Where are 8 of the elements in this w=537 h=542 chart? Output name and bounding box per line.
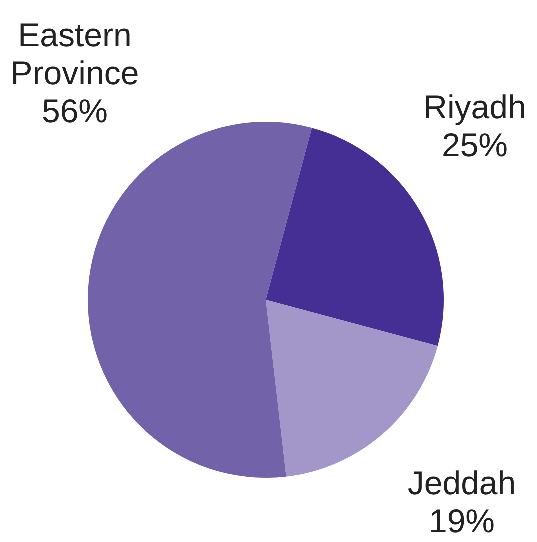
pie-slice <box>88 122 312 478</box>
slice-label: Riyadh <box>424 88 526 126</box>
data-label: 19% <box>428 502 496 540</box>
pie-slice <box>266 128 444 346</box>
data-label: 56% <box>42 92 108 130</box>
slice-label: Eastern Province <box>10 16 140 92</box>
slice-label: Jeddah <box>408 464 516 502</box>
data-label: 25% <box>442 126 508 164</box>
